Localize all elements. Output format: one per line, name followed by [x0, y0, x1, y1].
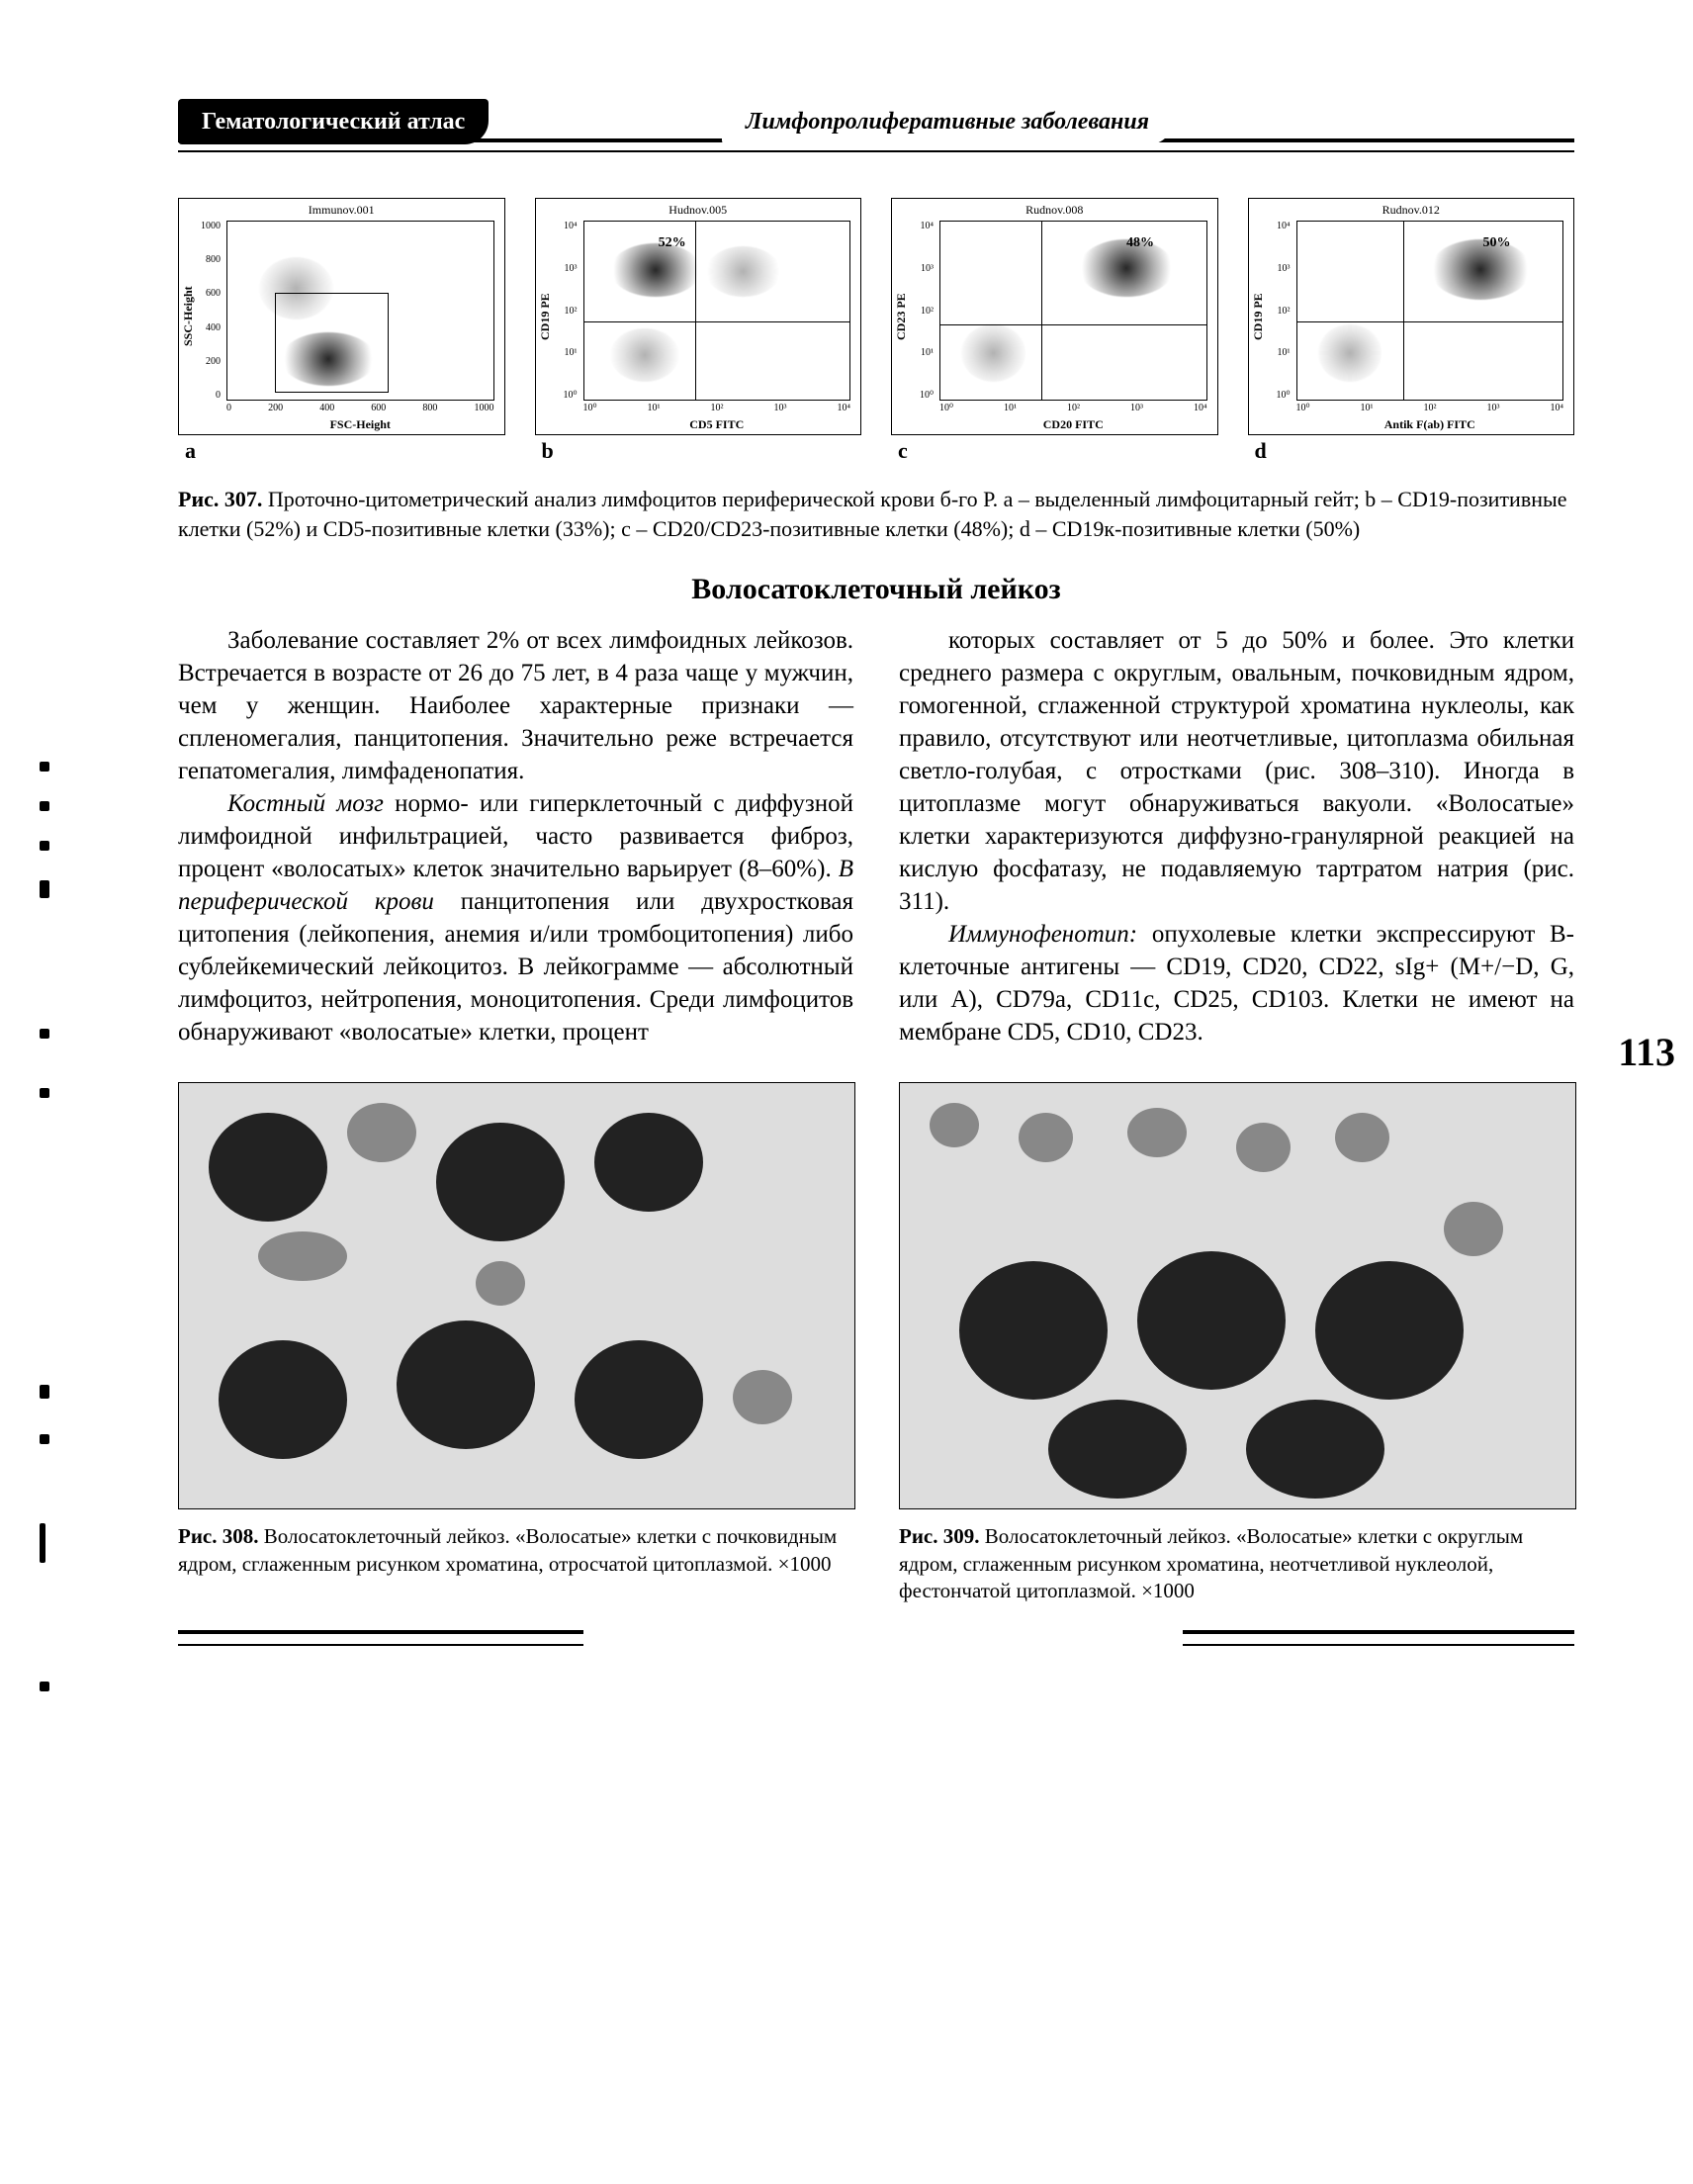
scan-artifact	[40, 762, 49, 772]
quadrant-line	[940, 324, 1206, 325]
bottom-rules	[178, 1604, 1574, 1646]
rule	[178, 1630, 583, 1646]
scatter-cloud	[706, 246, 780, 296]
body-paragraph: которых составляет от 5 до 50% и более. …	[899, 624, 1574, 918]
body-paragraph: Заболевание составляет 2% от всех лимфои…	[178, 624, 853, 787]
x-axis-ticks: 10⁰10¹10²10³10⁴CD20 FITC	[939, 403, 1207, 432]
scan-artifact	[40, 841, 49, 851]
cytometry-panel-c: Rudnov.008CD23 PE10⁴10³10²10¹10⁰48%10⁰10…	[891, 198, 1218, 435]
plot-title: Rudnov.008	[892, 203, 1217, 218]
plot-title: Rudnov.012	[1249, 203, 1574, 218]
cytometry-panel-d: Rudnov.012CD19 PE10⁴10³10²10¹10⁰50%10⁰10…	[1248, 198, 1575, 435]
figure-308-image	[178, 1082, 855, 1509]
plot-area: 48%	[939, 221, 1207, 401]
figure-308-caption: Рис. 308. Волосатоклеточный лейкоз. «Вол…	[178, 1523, 853, 1578]
x-axis-label: Antik F(ab) FITC	[1296, 417, 1564, 432]
scatter-cloud	[961, 324, 1025, 382]
scatter-cloud	[610, 328, 679, 382]
y-axis-ticks: 10⁴10³10²10¹10⁰	[1251, 221, 1294, 401]
cytometry-panel-a: Immunov.001SSC-Height1000800600400200002…	[178, 198, 505, 435]
panel-letter: c	[898, 438, 908, 464]
page: Гематологический атлас Лимфопролифератив…	[0, 0, 1693, 2184]
cytometry-panel-b: Hudnov.005CD19 PE10⁴10³10²10¹10⁰52%10⁰10…	[535, 198, 862, 435]
figure-308-text: Волосатоклеточный лейкоз. «Волосатые» кл…	[178, 1524, 837, 1575]
x-axis-ticks: 10⁰10¹10²10³10⁴Antik F(ab) FITC	[1296, 403, 1564, 432]
page-number: 113	[1618, 1029, 1675, 1075]
figure-307-caption: Рис. 307. Проточно-цитометрический анали…	[178, 485, 1574, 543]
quadrant-line	[584, 321, 850, 322]
plot-area: 50%	[1296, 221, 1564, 401]
gate-region	[275, 293, 389, 393]
quadrant-line	[1041, 222, 1042, 400]
x-axis-ticks: 02004006008001000FSC-Height	[226, 403, 494, 432]
figure-309-caption: Рис. 309. Волосатоклеточный лейкоз. «Вол…	[899, 1523, 1574, 1604]
y-axis-ticks: 10⁴10³10²10¹10⁰	[894, 221, 937, 401]
rule	[1183, 1630, 1574, 1646]
figure-307-label: Рис. 307.	[178, 487, 262, 511]
panel-letter: d	[1255, 438, 1267, 464]
x-axis-label: CD20 FITC	[939, 417, 1207, 432]
section-title: Волосатоклеточный лейкоз	[178, 573, 1574, 606]
percent-label: 48%	[1126, 235, 1154, 251]
flow-cytometry-panels: Immunov.001SSC-Height1000800600400200002…	[178, 198, 1574, 435]
quadrant-line	[695, 222, 696, 400]
scan-artifact	[40, 801, 49, 811]
percent-label: 52%	[659, 235, 686, 251]
scan-artifact	[40, 1523, 45, 1563]
scan-artifact	[40, 1434, 49, 1444]
plot-area: 52%	[583, 221, 851, 401]
scan-artifact	[40, 1682, 49, 1691]
body-emphasis: Иммунофенотип:	[948, 921, 1137, 948]
scan-artifact	[40, 880, 49, 898]
x-axis-label: CD5 FITC	[583, 417, 851, 432]
plot-title: Immunov.001	[179, 203, 504, 218]
x-axis-label: FSC-Height	[226, 417, 494, 432]
scatter-cloud	[1318, 324, 1381, 382]
figure-309: Рис. 309. Волосатоклеточный лейкоз. «Вол…	[899, 1082, 1574, 1604]
body-paragraph: Иммунофенотип: опухолевые клетки экспрес…	[899, 918, 1574, 1048]
percent-label: 50%	[1482, 235, 1510, 251]
scan-artifact	[40, 1029, 49, 1039]
panel-letter: b	[542, 438, 554, 464]
page-header: Гематологический атлас Лимфопролифератив…	[178, 99, 1574, 158]
quadrant-line	[1403, 222, 1404, 400]
figure-308: Рис. 308. Волосатоклеточный лейкоз. «Вол…	[178, 1082, 853, 1604]
micrograph-row: Рис. 308. Волосатоклеточный лейкоз. «Вол…	[178, 1082, 1574, 1604]
scatter-cloud	[1430, 239, 1531, 300]
y-axis-ticks: 10⁴10³10²10¹10⁰	[538, 221, 581, 401]
body-text: Заболевание составляет 2% от всех лимфои…	[178, 624, 1574, 1048]
figure-309-label: Рис. 309.	[899, 1524, 980, 1548]
scan-artifact	[40, 1088, 49, 1098]
y-axis-ticks: 10008006004002000	[181, 221, 224, 401]
figure-309-text: Волосатоклеточный лейкоз. «Волосатые» кл…	[899, 1524, 1523, 1602]
quadrant-line	[1297, 321, 1563, 322]
figure-309-image	[899, 1082, 1576, 1509]
x-axis-ticks: 10⁰10¹10²10³10⁴CD5 FITC	[583, 403, 851, 432]
figure-307-text: Проточно-цитометрический анализ лимфоцит…	[178, 487, 1567, 541]
plot-title: Hudnov.005	[536, 203, 861, 218]
panel-letter: a	[185, 438, 196, 464]
scatter-cloud	[610, 243, 700, 297]
body-paragraph: Костный мозг нормо- или гиперклеточный с…	[178, 787, 853, 1048]
scan-artifact	[40, 1385, 49, 1399]
figure-308-label: Рис. 308.	[178, 1524, 259, 1548]
chapter-title-tab: Лимфопролиферативные заболевания	[722, 99, 1173, 144]
body-emphasis: Костный мозг	[227, 790, 384, 817]
book-title-tab: Гематологический атлас	[178, 99, 489, 144]
plot-area	[226, 221, 494, 401]
